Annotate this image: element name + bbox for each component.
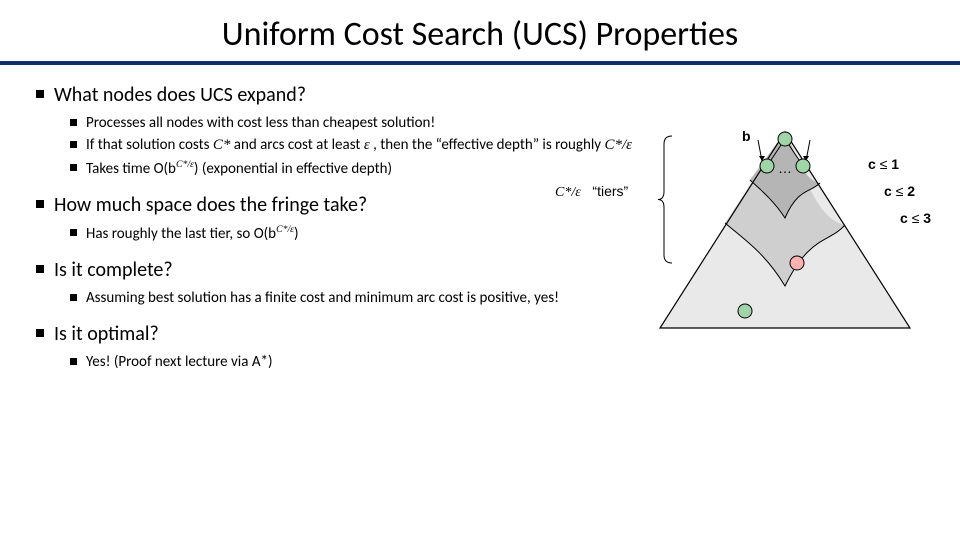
tiers-diagram: b…C*/ε “tiers”c ≤ 1c ≤ 2c ≤ 3 xyxy=(650,128,950,368)
question-item: Is it complete? Assuming best solution ha… xyxy=(36,258,660,308)
diagram-label-tiers: C*/ε “tiers” xyxy=(555,183,628,201)
question-text: Is it complete? xyxy=(36,258,660,282)
answer-bullet: Has roughly the last tier, so O(bC*/ε) xyxy=(70,223,660,244)
page-title: Uniform Cost Search (UCS) Properties xyxy=(0,0,960,61)
answer-bullet: Takes time O(bC*/ε) (exponential in effe… xyxy=(70,158,660,179)
diagram-label-b: b xyxy=(742,128,751,144)
diagram-label-c3: c ≤ 3 xyxy=(900,210,931,226)
diagram-svg xyxy=(650,128,950,348)
question-text: What nodes does UCS expand? xyxy=(36,83,660,107)
title-rule xyxy=(0,61,960,65)
answer-list: Processes all nodes with cost less than … xyxy=(70,113,660,179)
answer-bullet: If that solution costs C* and arcs cost … xyxy=(70,135,660,155)
answer-list: Has roughly the last tier, so O(bC*/ε) xyxy=(70,223,660,244)
question-list: What nodes does UCS expand? Processes all… xyxy=(36,83,660,373)
answer-list: Assuming best solution has a finite cost… xyxy=(70,288,660,308)
question-item: Is it optimal? Yes! (Proof next lecture v… xyxy=(36,322,660,372)
diagram-label-c1: c ≤ 1 xyxy=(868,156,899,172)
diagram-label-c2: c ≤ 2 xyxy=(884,183,915,199)
answer-bullet: Processes all nodes with cost less than … xyxy=(70,113,660,133)
answer-bullet: Yes! (Proof next lecture via A*) xyxy=(70,352,660,372)
question-text: Is it optimal? xyxy=(36,322,660,346)
answer-bullet: Assuming best solution has a finite cost… xyxy=(70,288,660,308)
diagram-label-dots: … xyxy=(778,160,792,176)
answer-list: Yes! (Proof next lecture via A*) xyxy=(70,352,660,372)
question-item: What nodes does UCS expand? Processes all… xyxy=(36,83,660,179)
